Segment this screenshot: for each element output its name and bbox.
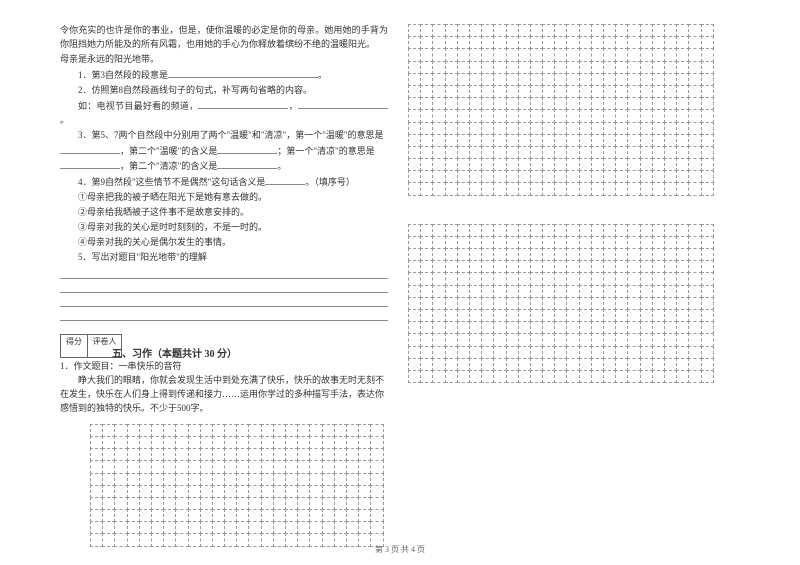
passage-block: 令你充实的也许是你的事业，但是，使你温暖的必定是你的母亲。她用她的手背为你阻挡她… (60, 24, 388, 322)
answer-line (60, 266, 388, 279)
q4-opt4: ④母亲对我的关心是偶尔发生的事情。 (60, 236, 388, 250)
grid-cell (701, 182, 714, 195)
answer-line (60, 280, 388, 293)
question-4a: 4．第9自然段"这些情节不是偶然"这句话含义是。（填序号） (60, 175, 388, 190)
essay-body: 睁大我们的眼睛，你就会发现生活中到处充满了快乐，快乐的故事无时无刻不在发生，快乐… (60, 374, 388, 416)
question-1: 1．第3自然段的段意是。 (60, 68, 388, 83)
section-title: 五、习作（本题共计 30 分） (112, 345, 388, 360)
passage-line: 令你充实的也许是你的事业，但是，使你温暖的必定是你的母亲。她用她的手背为你阻挡她… (60, 24, 388, 52)
grid-cell (701, 370, 714, 383)
question-3a: 3．第5、7两个自然段中分别用了两个"温暖"和"清凉"，第一个"温暖"的意思是 (60, 129, 388, 143)
question-3b: ，第二个"温暖"的含义是；第一个"清凉"的意思是 (60, 144, 388, 159)
passage-line: 母亲是永远的阳光地带。 (60, 53, 388, 67)
question-5: 5．写出对题目"阳光地带"的理解 (60, 251, 388, 265)
writing-grid-right-top (408, 24, 760, 196)
question-2b: 如：电视节目最好看的频道，，。 (60, 99, 388, 128)
writing-grid-left (90, 424, 388, 547)
q4-opt1: ①母亲把我的被子晒在阳光下是她有意去做的。 (60, 191, 388, 205)
essay-prompt: 1．作文题目：一串快乐的音符 睁大我们的眼睛，你就会发现生活中到处充满了快乐，快… (60, 360, 388, 416)
question-3c: ，第二个"清凉"的含义是。 (60, 159, 388, 174)
essay-title: 1．作文题目：一串快乐的音符 (60, 360, 388, 374)
q4-opt2: ②母亲给我晒被子这件事不是故意安排的。 (60, 206, 388, 220)
q4-opt3: ③母亲对我的关心是时时刻刻的，不是一时的。 (60, 221, 388, 235)
page-footer: 第 3 页 共 4 页 (0, 544, 800, 555)
answer-line (60, 308, 388, 321)
writing-grid-right-bottom (408, 224, 760, 383)
question-2a: 2．仿照第8自然段画线句子的句式，补写两句省略的内容。 (60, 84, 388, 98)
score-cell-score: 得分 (60, 334, 88, 358)
answer-line (60, 294, 388, 307)
